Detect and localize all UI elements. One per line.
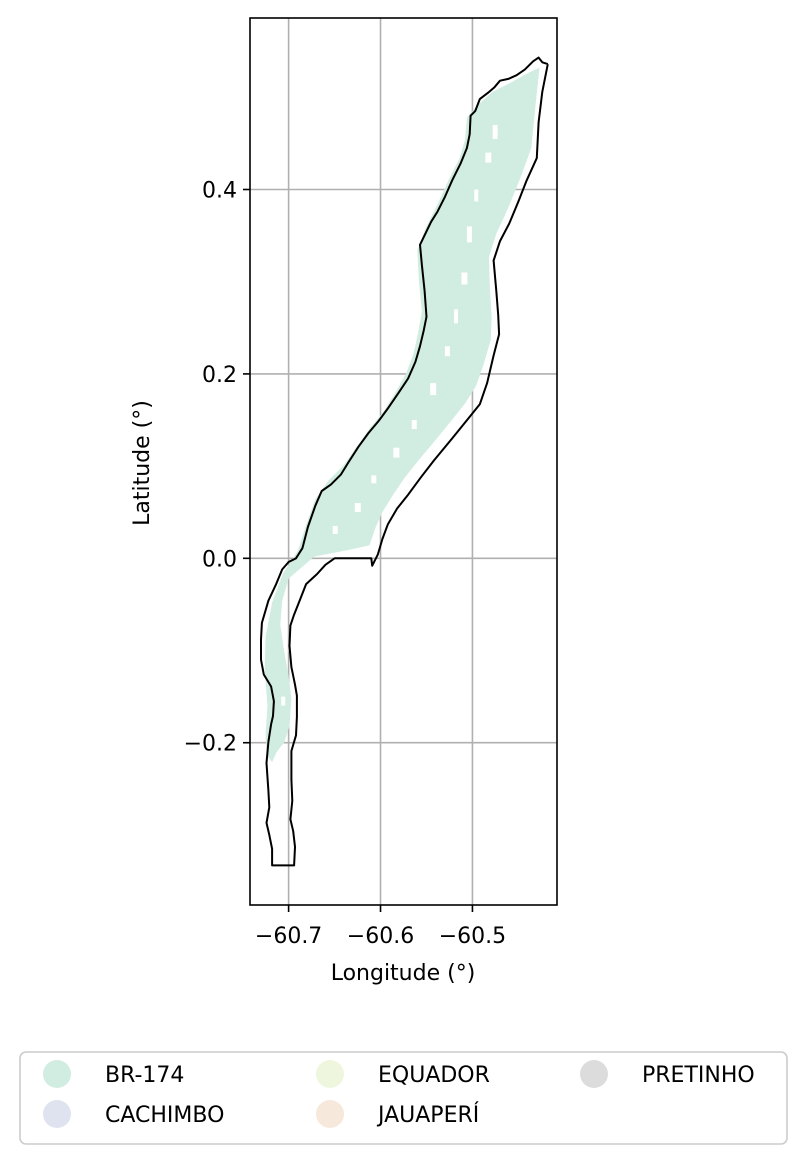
- legend-label-equador: EQUADOR: [378, 1063, 490, 1088]
- x-axis-ticks: −60.7 −60.6 −60.5: [255, 905, 506, 949]
- gap-7: [430, 383, 437, 396]
- legend-item-pretinho: PRETINHO: [580, 1060, 755, 1088]
- feature-br-174-0: [264, 67, 540, 763]
- legend-marker-br-174: [43, 1060, 71, 1088]
- map-features: [264, 67, 540, 763]
- legend-item-br-174: BR-174: [43, 1060, 184, 1088]
- gap-areas: [281, 124, 498, 706]
- y-axis-ticks: −0.2 0.0 0.2 0.4: [184, 178, 250, 757]
- gap-12: [332, 526, 338, 535]
- legend-item-jauaper-: JAUAPERÍ: [316, 1100, 479, 1128]
- gap-5: [454, 309, 459, 324]
- gap-9: [393, 447, 400, 458]
- axes-frame: [249, 17, 558, 906]
- x-tick-label-2: −60.5: [439, 924, 506, 949]
- gap-6: [444, 346, 450, 357]
- gap-8: [411, 420, 417, 430]
- y-tick-label-0: −0.2: [184, 732, 237, 757]
- legend-label-cachimbo: CACHIMBO: [105, 1103, 224, 1128]
- gap-4: [461, 272, 468, 285]
- legend-label-pretinho: PRETINHO: [642, 1063, 755, 1088]
- gap-10: [371, 475, 377, 484]
- boundary-outline: [260, 56, 549, 867]
- x-tick-label-0: −60.7: [255, 924, 322, 949]
- plot-area: −60.7 −60.6 −60.5 −0.2 0.0 0.2 0.4: [184, 17, 558, 949]
- gap-1: [485, 152, 492, 163]
- x-tick-label-1: −60.6: [347, 924, 414, 949]
- y-tick-label-1: 0.0: [202, 547, 237, 572]
- y-tick-label-3: 0.4: [202, 178, 237, 203]
- legend-marker-cachimbo: [43, 1100, 71, 1128]
- y-axis-label: Latitude (°): [130, 400, 155, 526]
- legend-marker-pretinho: [580, 1060, 608, 1088]
- gap-11: [354, 502, 361, 512]
- legend-item-equador: EQUADOR: [316, 1060, 490, 1088]
- gap-14: [281, 696, 286, 706]
- gap-0: [492, 124, 498, 139]
- x-axis-label: Longitude (°): [331, 961, 476, 986]
- gap-2: [474, 189, 479, 202]
- legend-label-br-174: BR-174: [105, 1063, 184, 1088]
- gap-13: [288, 641, 293, 652]
- legend-marker-equador: [316, 1060, 344, 1088]
- y-tick-label-2: 0.2: [202, 363, 237, 388]
- legend: BR-174 CACHIMBO EQUADOR JAUAPERÍ PRETINHO: [19, 1051, 788, 1145]
- gap-3: [466, 226, 472, 243]
- legend-label-jauaper-: JAUAPERÍ: [376, 1102, 479, 1128]
- legend-marker-jauaper-: [316, 1100, 344, 1128]
- legend-item-cachimbo: CACHIMBO: [43, 1100, 224, 1128]
